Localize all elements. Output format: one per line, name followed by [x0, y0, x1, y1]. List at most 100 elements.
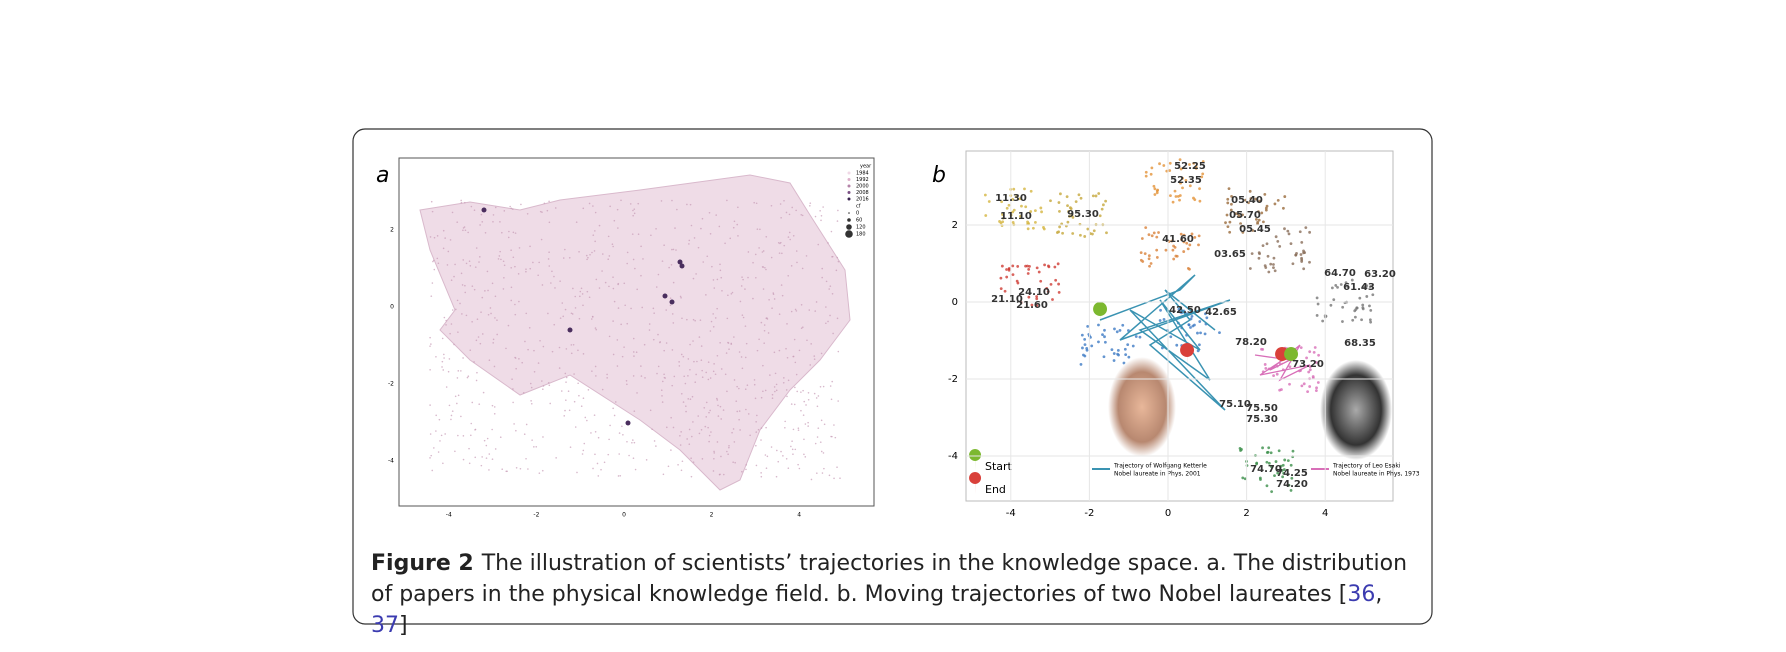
paper-dot: [690, 457, 692, 459]
paper-dot: [464, 229, 467, 232]
cluster-dot: [1116, 352, 1119, 356]
cluster-dot: [1270, 490, 1274, 494]
start-pin: [1284, 347, 1299, 373]
legend-dot: [845, 230, 853, 238]
paper-dot: [712, 313, 714, 315]
citation[interactable]: 37: [371, 613, 399, 638]
paper-dot: [760, 439, 762, 441]
cluster-dot: [1042, 227, 1046, 231]
cluster-dot: [1286, 459, 1290, 463]
paper-dot: [670, 416, 672, 419]
paper-dot: [651, 428, 653, 431]
paper-dot: [575, 221, 578, 223]
paper-dot: [582, 397, 585, 400]
cluster-dot: [1080, 333, 1084, 337]
paper-dot: [512, 388, 514, 390]
paper-dot: [632, 351, 635, 353]
paper-dot: [728, 446, 730, 449]
paper-dot: [744, 325, 747, 327]
portrait-esaki: [1320, 360, 1392, 460]
paper-dot: [757, 428, 760, 431]
paper-dot: [461, 284, 464, 286]
paper-dot: [521, 361, 524, 364]
paper-dot: [787, 274, 790, 277]
paper-dot: [800, 391, 802, 393]
paper-dot: [520, 203, 522, 206]
paper-dot: [821, 267, 824, 270]
legend-text: 2000: [856, 184, 869, 190]
paper-dot: [680, 296, 682, 299]
paper-dot: [529, 267, 532, 270]
paper-dot: [442, 247, 445, 250]
paper-dot: [460, 370, 462, 372]
paper-dot: [813, 392, 816, 395]
paper-dot: [774, 372, 777, 375]
paper-dot: [821, 276, 823, 279]
paper-dot: [692, 277, 695, 280]
paper-dot: [439, 440, 441, 442]
paper-dot: [781, 252, 783, 255]
paper-dot: [705, 416, 708, 418]
caption-label: Figure 2: [371, 551, 474, 576]
paper-dot: [814, 215, 817, 218]
cluster-dot: [1267, 461, 1271, 465]
paper-dot: [454, 263, 456, 266]
paper-dot: [716, 307, 718, 310]
cluster-dot: [1226, 201, 1230, 205]
cluster-dot: [1278, 244, 1282, 248]
cluster-dot: [1308, 260, 1311, 264]
paper-dot: [718, 225, 721, 228]
paper-dot: [456, 377, 459, 379]
paper-dot: [514, 356, 516, 359]
cluster-dot: [1187, 323, 1191, 327]
cluster-dot: [1339, 283, 1343, 286]
paper-dot: [492, 221, 494, 223]
paper-dot: [753, 201, 756, 204]
paper-dot: [540, 238, 543, 241]
paper-dot: [497, 258, 500, 260]
citation[interactable]: 36: [1347, 582, 1376, 607]
cluster-dot: [1228, 220, 1232, 224]
paper-dot: [518, 358, 520, 360]
paper-dot: [443, 357, 445, 359]
paper-dot: [515, 367, 517, 370]
cluster-dot: [1174, 254, 1178, 258]
paper-dot: [679, 295, 682, 298]
cluster-dot: [1165, 169, 1169, 173]
cluster-dot: [1287, 232, 1291, 236]
paper-dot: [761, 251, 764, 253]
paper-dot: [660, 200, 663, 202]
paper-dot: [620, 323, 622, 326]
paper-dot: [657, 333, 659, 336]
paper-dot: [825, 280, 828, 283]
paper-dot: [502, 260, 505, 263]
paper-dot: [742, 278, 744, 281]
cluster-dot: [1308, 230, 1312, 234]
paper-dot: [668, 266, 670, 269]
start-pin: [1093, 302, 1108, 328]
paper-dot: [794, 448, 797, 451]
paper-dot: [738, 387, 740, 390]
paper-dot: [538, 261, 540, 264]
paper-dot: [595, 375, 597, 377]
cluster-dot: [1086, 324, 1090, 328]
paper-dot: [781, 294, 784, 297]
legend-start-pin: [969, 449, 982, 471]
paper-dot: [618, 453, 621, 455]
cluster-dot: [1251, 229, 1255, 232]
paper-dot: [468, 260, 471, 263]
paper-dot: [648, 329, 651, 331]
paper-dot: [430, 295, 433, 297]
paper-dot: [511, 208, 514, 210]
cluster-dot: [1272, 263, 1275, 266]
portrait-ketterle: [1108, 357, 1176, 457]
paper-dot: [815, 397, 818, 399]
paper-dot: [601, 388, 604, 391]
x-tick-label: 0: [622, 512, 626, 519]
cluster-dot: [1011, 197, 1015, 201]
paper-dot: [449, 239, 452, 241]
paper-dot: [714, 373, 717, 376]
cluster-dot: [1261, 347, 1265, 351]
paper-dot: [595, 278, 598, 281]
paper-dot: [546, 209, 549, 212]
